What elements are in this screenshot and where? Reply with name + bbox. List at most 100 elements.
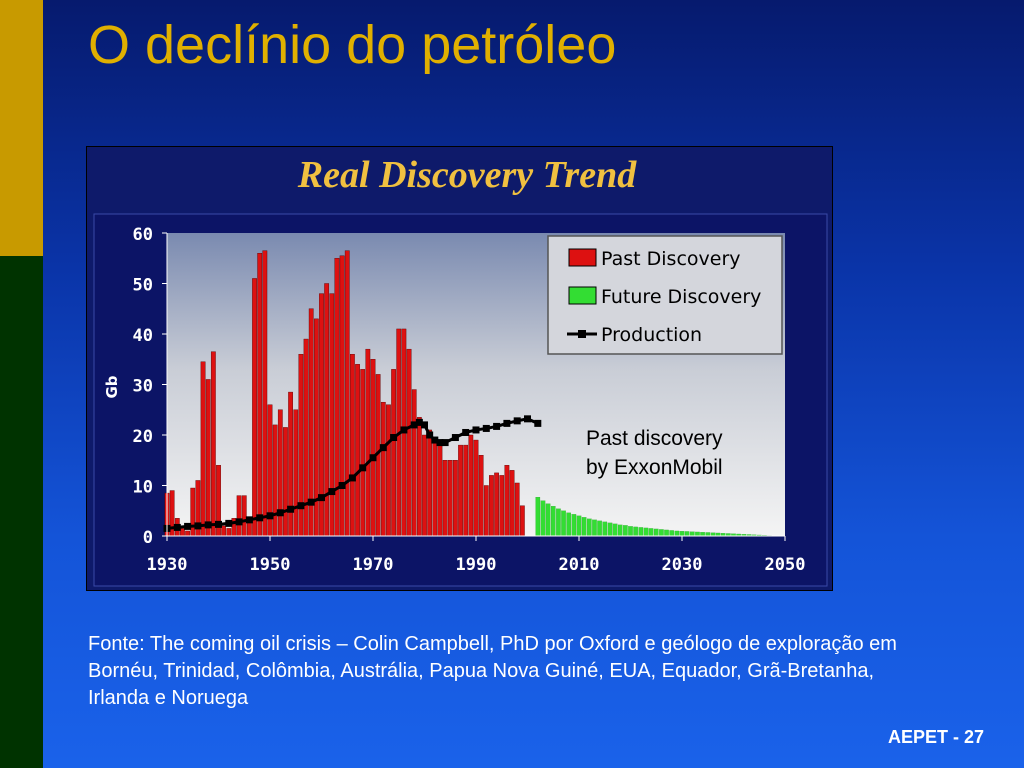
past-discovery-bar-1962	[329, 293, 335, 537]
legend-label-past: Past Discovery	[601, 248, 741, 270]
future-discovery-bar-2019	[623, 525, 628, 537]
production-point-1936	[194, 522, 202, 530]
legend-label-production: Production	[601, 324, 702, 346]
production-point-1952	[276, 509, 284, 517]
source-note: Fonte: The coming oil crisis – Colin Cam…	[88, 633, 897, 709]
production-point-1984	[441, 439, 449, 447]
future-discovery-bar-2013	[592, 519, 597, 537]
past-discovery-bar-1963	[334, 258, 340, 537]
y-tick-label-40: 40	[133, 326, 153, 346]
future-discovery-bar-2017	[612, 523, 618, 537]
past-discovery-bar-1938	[205, 379, 211, 537]
past-discovery-bar-1949	[262, 250, 268, 537]
future-discovery-bar-2022	[638, 527, 644, 537]
x-tick-label-2010: 2010	[559, 555, 600, 575]
future-discovery-bar-2016	[607, 522, 613, 537]
past-discovery-bar-1979	[416, 417, 422, 537]
y-tick-label-50: 50	[133, 276, 153, 296]
future-discovery-bar-2011	[581, 517, 587, 537]
past-discovery-bar-1964	[339, 255, 345, 537]
production-point-1958	[307, 498, 315, 506]
future-discovery-bar-2021	[633, 526, 638, 537]
production-point-1981	[426, 431, 434, 439]
production-point-2000	[524, 415, 531, 423]
chart-legend: Past Discovery Future Discovery Producti…	[547, 235, 783, 355]
slide-title: O declínio do petróleo	[88, 15, 617, 75]
y-tick-label-0: 0	[143, 528, 153, 548]
past-discovery-bar-1997	[509, 470, 515, 537]
side-bar-gold	[0, 0, 43, 256]
y-tick-label-20: 20	[133, 427, 153, 447]
past-discovery-bar-1968	[360, 369, 366, 537]
x-tick-label-1970: 1970	[353, 555, 394, 575]
legend-swatch-future	[568, 286, 597, 305]
future-discovery-bar-2026	[659, 529, 664, 537]
production-point-1966	[348, 474, 356, 482]
production-point-1932	[173, 523, 181, 531]
future-discovery-bar-2024	[648, 528, 654, 537]
future-discovery-bar-2035	[705, 532, 711, 537]
production-point-1964	[338, 482, 346, 489]
past-discovery-bar-1988	[463, 444, 469, 537]
past-discovery-bar-1951	[272, 424, 278, 537]
production-point-1960	[318, 494, 325, 502]
chart-frame: Real Discovery Trend 0 10 20 30 40 50 60 1930 19…	[86, 146, 833, 591]
production-point-1962	[328, 488, 336, 496]
x-tick-label-1990: 1990	[456, 555, 497, 575]
future-discovery-bar-2005	[550, 506, 556, 537]
past-discovery-bar-1994	[494, 472, 499, 537]
annotation-line-1: Past discovery	[586, 427, 723, 450]
past-discovery-bar-1961	[324, 283, 330, 537]
y-tick-label-10: 10	[133, 478, 153, 498]
past-discovery-bar-1935	[190, 487, 196, 537]
future-discovery-bar-2018	[617, 524, 623, 537]
past-discovery-bar-1980	[422, 434, 427, 537]
production-point-1934	[184, 522, 192, 530]
production-point-1972	[379, 444, 387, 452]
future-discovery-bar-2028	[669, 530, 674, 537]
future-discovery-bar-2033	[695, 531, 700, 537]
past-discovery-bar-1991	[478, 455, 484, 537]
production-point-1950	[266, 512, 274, 520]
future-discovery-bar-2020	[628, 526, 633, 537]
production-point-1980	[421, 421, 428, 429]
side-bar-green	[0, 256, 43, 768]
production-point-1948	[256, 514, 264, 522]
production-point-1986	[451, 434, 459, 442]
production-line	[166, 417, 539, 530]
past-discovery-bar-1959	[313, 318, 319, 537]
past-discovery-bar-1934	[185, 530, 190, 537]
past-discovery-bar-1937	[200, 361, 206, 537]
past-discovery-bar-1973	[386, 404, 391, 537]
past-discovery-bar-1993	[489, 475, 494, 537]
future-discovery-bar-2010	[576, 515, 582, 537]
production-point-1988	[462, 428, 470, 436]
production-point-1968	[359, 464, 367, 472]
past-discovery-bar-1974	[391, 369, 396, 537]
past-discovery-bar-1982	[432, 442, 438, 537]
x-tick-label-1950: 1950	[250, 555, 291, 575]
past-discovery-bar-1995	[499, 475, 505, 537]
future-discovery-bar-2006	[556, 508, 561, 537]
past-discovery-bar-1998	[514, 482, 520, 537]
past-discovery-bar-1953	[283, 427, 288, 537]
production-point-1996	[503, 419, 511, 427]
past-discovery-bar-1952	[277, 409, 283, 537]
past-discovery-bar-1957	[303, 338, 309, 537]
past-discovery-bar-1945	[241, 495, 247, 537]
production-point-1946	[245, 516, 253, 524]
production-point-1942	[225, 519, 233, 527]
future-discovery-bar-2032	[690, 531, 695, 537]
production-point-1956	[297, 502, 305, 510]
production-point-1994	[493, 422, 501, 430]
x-tick-label-2030: 2030	[662, 555, 703, 575]
past-discovery-bar-1987	[458, 444, 463, 537]
annotation-line-2: by ExxonMobil	[586, 456, 723, 479]
production-point-1978	[410, 421, 418, 429]
past-discovery-bar-1967	[355, 364, 360, 537]
production-point-2002	[534, 419, 542, 427]
future-discovery-bar-2012	[587, 518, 592, 537]
past-discovery-bar-1941	[221, 525, 227, 537]
past-discovery-bar-1992	[483, 485, 489, 537]
